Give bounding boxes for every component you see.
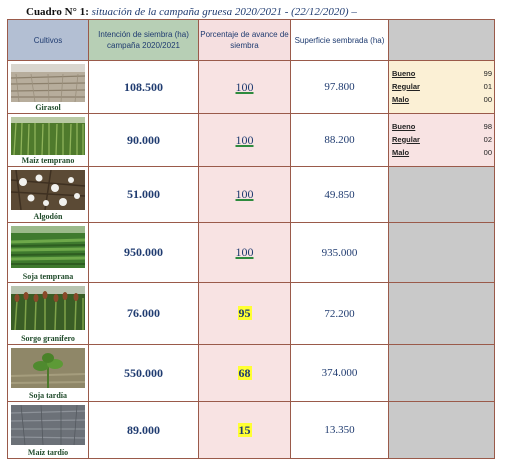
crop-cell: Soja tardía <box>7 344 89 402</box>
header-superficie: Superficie sembrada (ha) <box>290 19 389 61</box>
superficie-value: 935.000 <box>290 222 389 283</box>
porcentaje-cell: 100 <box>198 166 291 223</box>
intencion-value: 550.000 <box>88 344 199 402</box>
porcentaje-cell: 100 <box>198 60 291 114</box>
crop-cell: Soja temprana <box>7 222 89 283</box>
soybean-field-photo <box>11 226 85 268</box>
crop-name: Soja tardía <box>29 391 67 400</box>
porcentaje-value: 100 <box>235 187 254 201</box>
superficie-value: 13.350 <box>290 401 389 459</box>
sorghum-field-photo <box>11 286 85 330</box>
condition-malo: Malo 00 <box>392 94 492 104</box>
header-condition <box>388 19 495 61</box>
condition-bueno: Bueno 98 <box>392 121 492 131</box>
condition-cell <box>388 222 495 283</box>
crop-name: Sorgo granífero <box>21 334 75 343</box>
intencion-value: 89.000 <box>88 401 199 459</box>
campaign-table: Cultivos Intención de siembra (ha) campa… <box>7 19 495 459</box>
crop-cell: Algodón <box>7 166 89 223</box>
crop-name: Maíz tardío <box>27 448 69 457</box>
superficie-value: 374.000 <box>290 344 389 402</box>
cotton-field-photo <box>11 170 85 210</box>
condition-regular: Regular 02 <box>392 134 492 144</box>
late-soybean-photo <box>11 348 85 388</box>
porcentaje-value: 95 <box>237 306 252 320</box>
intencion-value: 108.500 <box>88 60 199 114</box>
porcentaje-cell: 68 <box>198 344 291 402</box>
header-porcentaje: Porcentaje de avance de siembra <box>198 19 291 61</box>
table-caption: Cuadro N° 1: situación de la campaña gru… <box>26 6 496 20</box>
intencion-value: 76.000 <box>88 282 199 345</box>
crop-cell: Girasol <box>7 60 89 114</box>
superficie-value: 72.200 <box>290 282 389 345</box>
condition-bueno: Bueno 99 <box>392 68 492 78</box>
porcentaje-value: 100 <box>235 132 254 147</box>
table-row: Maíz temprano 90.000 100 88.200 Bueno 98 … <box>7 113 495 167</box>
header-intencion: Intención de siembra (ha) campaña 2020/2… <box>88 19 199 61</box>
crop-name: Maíz temprano <box>21 156 75 165</box>
porcentaje-cell: 95 <box>198 282 291 345</box>
table-row: Girasol 108.500 100 97.800 Bueno 99 Regul… <box>7 60 495 114</box>
table-row: Algodón 51.000 100 49.850 <box>7 166 495 223</box>
superficie-value: 49.850 <box>290 166 389 223</box>
table-row: Maíz tardío 89.000 15 13.350 <box>7 401 495 459</box>
header-cultivos: Cultivos <box>7 19 89 61</box>
table-row: Sorgo granífero 76.000 95 72.200 <box>7 282 495 345</box>
porcentaje-value: 100 <box>235 79 254 94</box>
sunflower-field-photo <box>11 64 85 102</box>
header-row: Cultivos Intención de siembra (ha) campa… <box>7 19 495 61</box>
condition-cell: Bueno 98 Regular 02 Malo 00 <box>388 113 495 167</box>
condition-cell <box>388 282 495 345</box>
crop-name: Algodón <box>33 212 63 221</box>
porcentaje-cell: 100 <box>198 113 291 167</box>
porcentaje-value: 68 <box>237 365 252 380</box>
porcentaje-cell: 15 <box>198 401 291 459</box>
crop-cell: Maíz temprano <box>7 113 89 167</box>
superficie-value: 88.200 <box>290 113 389 167</box>
crop-cell: Maíz tardío <box>7 401 89 459</box>
condition-cell <box>388 344 495 402</box>
corn-field-photo <box>11 117 85 155</box>
table-row: Soja tardía 550.000 68 374.000 <box>7 344 495 402</box>
crop-name: Girasol <box>35 103 61 112</box>
crop-name: Soja temprana <box>22 272 74 281</box>
late-corn-photo <box>11 405 85 445</box>
condition-cell: Bueno 99 Regular 01 Malo 00 <box>388 60 495 114</box>
condition-malo: Malo 00 <box>392 147 492 157</box>
superficie-value: 97.800 <box>290 60 389 114</box>
condition-cell <box>388 166 495 223</box>
condition-regular: Regular 01 <box>392 81 492 91</box>
porcentaje-value: 100 <box>235 245 254 259</box>
porcentaje-cell: 100 <box>198 222 291 283</box>
table-row: Soja temprana 950.000 100 935.000 <box>7 222 495 283</box>
porcentaje-value: 15 <box>237 422 252 437</box>
intencion-value: 51.000 <box>88 166 199 223</box>
intencion-value: 90.000 <box>88 113 199 167</box>
intencion-value: 950.000 <box>88 222 199 283</box>
caption-title: situación de la campaña gruesa 2020/2021… <box>91 6 357 18</box>
crop-cell: Sorgo granífero <box>7 282 89 345</box>
condition-cell <box>388 401 495 459</box>
caption-label: Cuadro N° 1: <box>26 6 92 18</box>
